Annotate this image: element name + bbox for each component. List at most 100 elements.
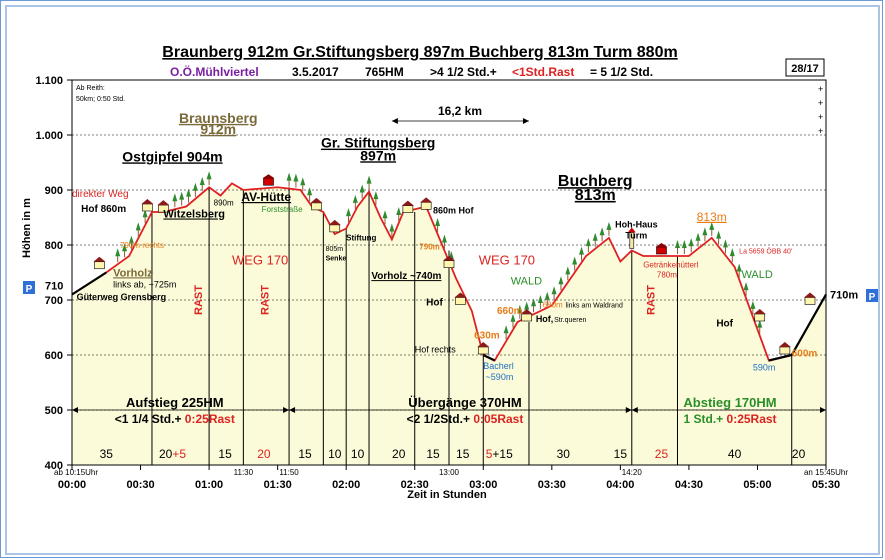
annotation-label: Gr. Stiftungsberg <box>321 135 435 151</box>
house-icon <box>521 313 532 322</box>
road-segment <box>482 354 496 362</box>
parking-start-box <box>23 281 35 294</box>
tree-icon <box>115 248 121 257</box>
x-tick-label: 00:00 <box>58 479 86 491</box>
segment-time-label: 15 <box>218 447 232 461</box>
tree-icon <box>531 298 537 307</box>
annotation-label: Ostgipfel 904m <box>122 148 222 164</box>
annotation-label: 860m Hof <box>433 206 475 216</box>
tree-icon <box>293 173 299 182</box>
x-axis-title: Zeit in Stunden <box>407 489 487 501</box>
y-tick-label: 1.000 <box>35 130 63 142</box>
tree-icon <box>681 240 687 248</box>
plot-border <box>71 79 827 466</box>
section-arrow-head-right <box>820 407 826 413</box>
x-tick-label: 01:30 <box>264 479 292 491</box>
rest-label: <1Std.Rast <box>512 65 574 79</box>
segment-time-value: 10 <box>328 447 342 461</box>
segment-time-label: 35 <box>100 447 114 461</box>
house-icon <box>443 260 455 268</box>
annotation-label: Getränkehütterl <box>643 261 698 270</box>
tree-icon <box>743 282 749 291</box>
house-icon <box>94 261 105 270</box>
tree-icon <box>396 207 402 215</box>
house-roof-icon <box>753 309 766 314</box>
annotation-label: La 5659 ÖBB 40' <box>739 247 792 255</box>
annotation-label: 630m <box>474 331 500 342</box>
annotation-label: Str.queren <box>554 317 586 324</box>
road-segment <box>71 271 107 296</box>
segment-time-label: 20 <box>792 447 806 461</box>
section-arrow-head-left <box>631 407 638 413</box>
annotation-label: 660m <box>497 306 523 317</box>
tree-icon <box>551 286 557 295</box>
annotation-label: Buchberg <box>558 173 633 190</box>
tree-icon <box>750 300 756 309</box>
tree-icon <box>435 218 441 226</box>
annotation-label: Stiftung <box>346 234 376 243</box>
parking-end: P <box>866 289 878 303</box>
tree-icon <box>702 227 708 236</box>
house-roof-icon <box>157 200 170 206</box>
plus-mark: + <box>818 98 823 108</box>
x-tick-label: 01:00 <box>195 479 223 491</box>
section-arrow-head-left <box>289 407 296 413</box>
annotation-label: Vorholz ~740m <box>371 271 441 282</box>
tree-icon <box>179 191 185 200</box>
annotation-label: 890m <box>214 198 234 207</box>
tree-icon <box>510 313 516 322</box>
annotation-label: 780m <box>657 270 677 279</box>
parking-end-letter: P <box>869 292 876 303</box>
page-number-box <box>785 58 825 77</box>
section-duration: <1 1/4 Std.+ <box>115 412 182 426</box>
segment-time-value: 20 <box>392 447 406 461</box>
segment-time-value: 30 <box>557 447 571 461</box>
annotation-label: Hof <box>716 318 733 329</box>
segment-time-value: 20 <box>257 447 271 461</box>
house-icon <box>779 346 791 355</box>
house-roof-icon <box>141 199 154 204</box>
hut-roof-icon <box>655 243 668 247</box>
house-roof-icon <box>401 200 414 206</box>
section-arrow-head-right <box>625 407 632 413</box>
annotation-label: WEG 170 <box>232 252 288 267</box>
x-tick-label: 00:30 <box>126 479 154 491</box>
segment-time-label: 10 <box>328 447 342 461</box>
y-axis-title: Höhen in m <box>21 198 33 258</box>
annotation-label: Turm <box>625 230 647 240</box>
tree-icon <box>517 304 523 313</box>
tree-icon <box>307 187 313 196</box>
segment-time-value: 5 <box>486 447 493 461</box>
section-rest: 0:25Rast <box>181 412 234 426</box>
tree-icon <box>729 248 735 257</box>
x-tick-label: 05:30 <box>812 479 840 491</box>
route-line <box>71 182 827 362</box>
tree-icon <box>345 208 351 217</box>
segment-time-value: 20 <box>159 447 173 461</box>
annotation-label: Hof rechts <box>415 344 457 354</box>
annotation-label: Hof, <box>536 314 554 324</box>
tree-icon <box>186 188 192 197</box>
segment-time-value: 35 <box>100 447 114 461</box>
annotation-label: 912m <box>200 121 236 137</box>
annotation-label: links am Waldrand <box>566 303 623 310</box>
y-tick-label: 600 <box>45 350 63 362</box>
house-roof-icon <box>443 255 455 261</box>
annotation-label: direkter Weg <box>72 189 129 200</box>
segment-time-value: 15 <box>456 447 470 461</box>
duration-prefix: >4 1/2 Std.+ <box>430 65 497 79</box>
x-tick-label: 04:30 <box>675 479 703 491</box>
segment-time-label: 30 <box>557 447 571 461</box>
y-tick-label: 1.100 <box>35 75 63 87</box>
house-roof-icon <box>520 309 533 314</box>
segment-time-label: 15 <box>614 447 628 461</box>
tree-icon <box>674 240 680 248</box>
segment-time-label: 15 <box>426 447 440 461</box>
annotation-label: Senke <box>326 255 347 262</box>
distance-arrow-head-left <box>391 118 398 124</box>
annotation-label: WALD <box>511 276 542 288</box>
house-roof-icon <box>310 197 323 203</box>
y-tick-label: 500 <box>45 405 63 417</box>
house-icon <box>455 297 466 305</box>
section-label: Abstieg 170HM <box>683 395 776 410</box>
